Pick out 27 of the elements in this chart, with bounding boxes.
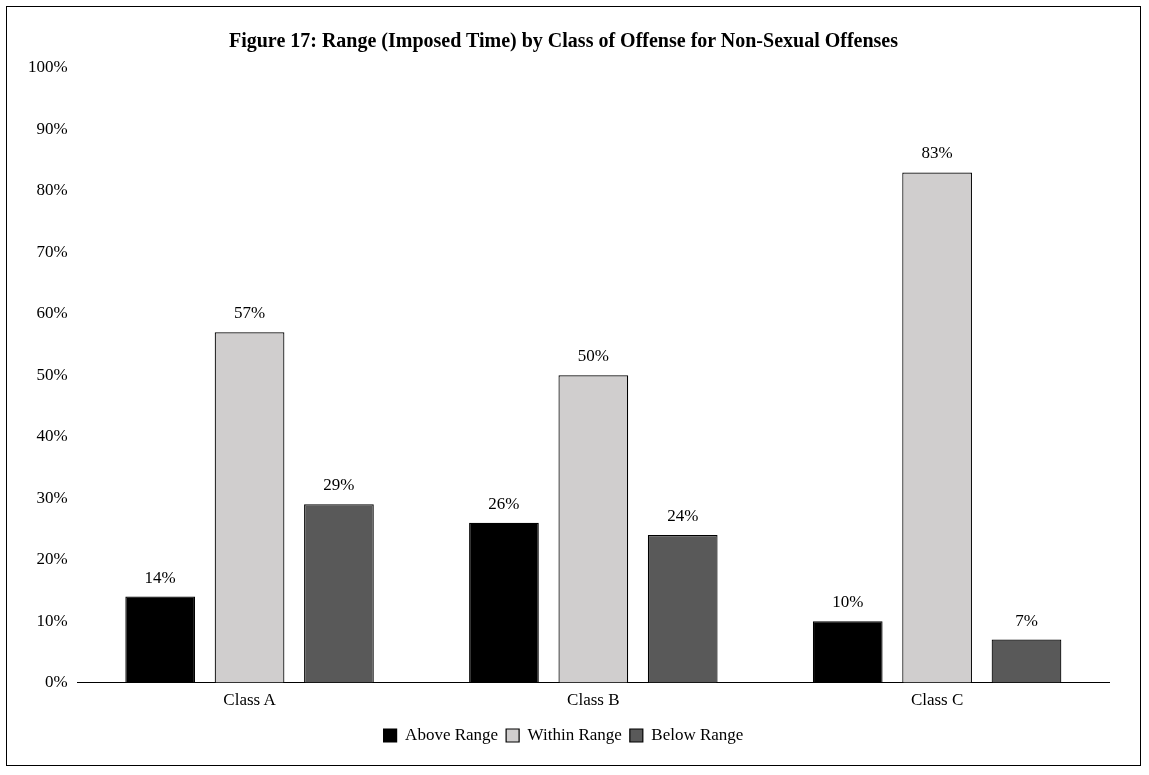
- text: 14%: [144, 567, 176, 587]
- text: 29%: [323, 475, 355, 495]
- y-tick-label: 90%: [36, 118, 68, 138]
- text: 10%: [832, 592, 864, 612]
- x-tick-label: Class A: [223, 690, 277, 710]
- x-tick-label: Class B: [567, 690, 620, 710]
- y-tick-label: 80%: [36, 180, 68, 200]
- y-tick-label: 100%: [27, 57, 68, 77]
- y-tick-label: 60%: [36, 303, 68, 323]
- text: 50%: [577, 346, 609, 366]
- y-tick-label: 40%: [36, 426, 68, 446]
- legend-label: Below Range: [651, 724, 744, 744]
- y-tick-label: 10%: [36, 610, 68, 630]
- legend-label: Above Range: [405, 724, 499, 744]
- text: 7%: [1015, 610, 1038, 630]
- x-tick-label: Class C: [910, 690, 964, 710]
- y-tick-label: 30%: [36, 487, 68, 507]
- text: 83%: [921, 143, 953, 163]
- y-tick-label: 70%: [36, 241, 68, 261]
- text: 57%: [233, 303, 266, 323]
- text: 24%: [667, 506, 699, 526]
- y-tick-label: 20%: [36, 549, 68, 569]
- text: 26%: [488, 493, 520, 513]
- y-tick-label: 50%: [36, 364, 68, 384]
- legend-label: Within Range: [527, 724, 622, 744]
- chart-title: Figure 17: Range (Imposed Time) by Class of Offense for Non-Sexual Offenses: [228, 29, 899, 53]
- y-tick-label: 0%: [44, 672, 68, 692]
